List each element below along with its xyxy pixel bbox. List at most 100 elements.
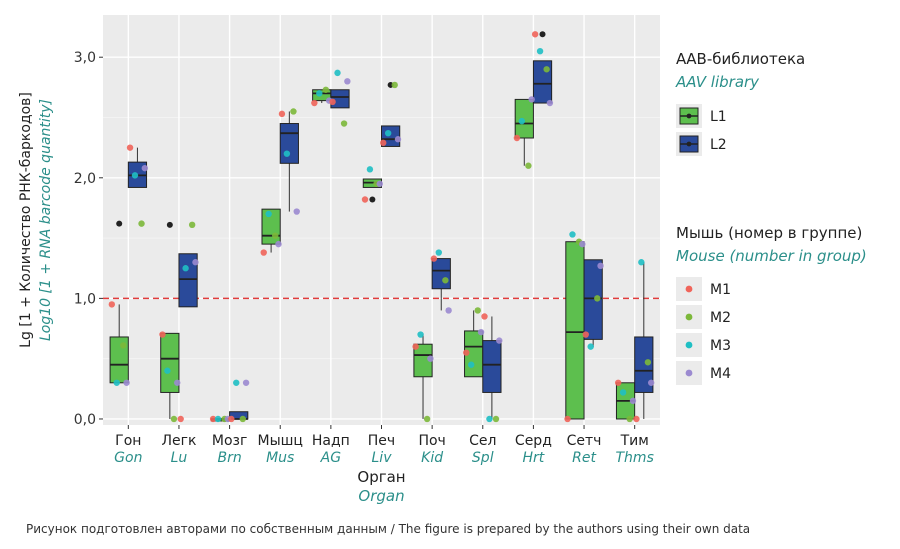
mouse-point-m4 xyxy=(242,379,250,386)
mouse-point-m4 xyxy=(427,355,434,362)
mouse-point-m3 xyxy=(366,166,374,173)
mouse-point-m1 xyxy=(361,196,369,203)
mouse-point-m2 xyxy=(492,415,500,423)
x-tick-label-en: Gon xyxy=(114,450,142,466)
mouse-point-m4 xyxy=(293,208,300,215)
mouse-point-m3 xyxy=(536,47,544,55)
mouse-point-m4 xyxy=(344,78,351,85)
mouse-point-m3 xyxy=(486,415,493,423)
mouse-point-m1 xyxy=(311,99,318,107)
legend-key-m2 xyxy=(685,313,693,321)
mouse-point-m3 xyxy=(384,129,392,137)
y-tick-label: 1,0 xyxy=(74,291,96,307)
mouse-point-m4 xyxy=(647,379,655,386)
legend-item-m4: M4 xyxy=(710,366,731,382)
y-tick-label: 0,0 xyxy=(74,412,96,428)
mouse-point-m4 xyxy=(597,262,604,270)
mouse-point-m3 xyxy=(131,172,139,179)
mouse-point-m1 xyxy=(177,415,184,423)
x-tick-label-ru: Сел xyxy=(469,433,496,449)
legend-key-dot xyxy=(686,113,692,119)
mouse-point-m1 xyxy=(513,134,521,142)
mouse-point-m3 xyxy=(587,343,594,350)
mouse-point-m2 xyxy=(322,86,330,93)
legend-key-m3 xyxy=(685,341,693,349)
mouse-point-m4 xyxy=(192,259,199,266)
box-outlier xyxy=(116,220,123,227)
mouse-point-m2 xyxy=(525,162,532,169)
mouse-point-m4 xyxy=(445,307,452,314)
mouse-point-m4 xyxy=(579,240,586,248)
box-l2 xyxy=(279,123,299,164)
x-tick-label-en: Ret xyxy=(572,450,596,466)
box-l1 xyxy=(565,241,585,420)
legend-item-m3: M3 xyxy=(710,338,731,354)
mouse-point-m3 xyxy=(214,415,222,423)
mouse-point-m4 xyxy=(546,99,554,107)
mouse-point-m1 xyxy=(564,415,571,423)
mouse-point-m3 xyxy=(316,90,323,97)
mouse-point-m2 xyxy=(474,307,481,314)
mouse-point-m1 xyxy=(412,343,419,350)
mouse-point-m4 xyxy=(528,96,535,103)
mouse-point-m3 xyxy=(182,265,189,272)
x-tick-label-ru: Мышц xyxy=(257,433,302,449)
legend-mouse-title-ru: Мышь (номер в группе) xyxy=(676,224,862,242)
mouse-point-m1 xyxy=(430,255,438,262)
x-tick-label-en: AG xyxy=(320,450,342,466)
x-tick-label-ru: Печ xyxy=(368,433,395,449)
mouse-point-m1 xyxy=(159,331,166,338)
mouse-point-m4 xyxy=(629,397,637,405)
mouse-point-m3 xyxy=(233,379,240,386)
mouse-point-m4 xyxy=(394,136,402,143)
legend-key-m4 xyxy=(685,369,693,377)
x-tick-label-ru: Легк xyxy=(161,433,196,449)
mouse-point-m3 xyxy=(283,150,291,157)
x-tick-label-ru: Сетч xyxy=(567,433,602,449)
mouse-point-m3 xyxy=(638,259,645,266)
mouse-point-m4 xyxy=(477,328,485,336)
mouse-point-m4 xyxy=(275,240,282,248)
mouse-point-m2 xyxy=(423,415,431,423)
box-l2 xyxy=(482,340,502,393)
mouse-point-m2 xyxy=(442,277,449,284)
x-tick-label-ru: Мозг xyxy=(212,433,247,449)
x-tick-label-en: Lu xyxy=(171,450,188,466)
y-axis-title-ru: Lg [1 + Количество РНК-баркодов] xyxy=(18,92,34,348)
mouse-point-m3 xyxy=(417,331,424,338)
mouse-point-m3 xyxy=(569,231,576,238)
x-tick-label-ru: Гон xyxy=(115,433,141,449)
legend-item-l2: L2 xyxy=(710,137,727,153)
mouse-point-m2 xyxy=(644,359,652,366)
box-outlier xyxy=(369,196,376,203)
mouse-point-m1 xyxy=(228,415,235,423)
box-l1 xyxy=(160,332,180,393)
mouse-point-m2 xyxy=(272,232,279,239)
y-axis-title-en: Log10 [1 + RNA barcode quantity] xyxy=(38,99,54,341)
x-tick-label-ru: Серд xyxy=(515,433,552,449)
legend-key-m1 xyxy=(685,285,693,293)
mouse-point-m2 xyxy=(543,66,550,73)
mouse-point-m4 xyxy=(141,164,149,172)
mouse-point-m3 xyxy=(518,117,526,125)
x-tick-label-en: Mus xyxy=(266,450,294,466)
mouse-point-m1 xyxy=(633,415,640,423)
mouse-point-m2 xyxy=(188,221,196,229)
legend-library-title-en: AAV library xyxy=(675,73,760,91)
legend-library-title-ru: ААВ-библиотека xyxy=(676,50,805,68)
x-tick-label-en: Liv xyxy=(372,450,393,466)
mouse-point-m3 xyxy=(265,210,272,218)
mouse-point-m4 xyxy=(123,379,130,386)
mouse-point-m4 xyxy=(496,337,503,344)
legend-item-m1: M1 xyxy=(710,282,731,298)
legend-key-dot xyxy=(686,141,692,147)
mouse-point-m2 xyxy=(626,415,633,423)
y-tick-label: 2,0 xyxy=(74,171,96,187)
mouse-point-m3 xyxy=(619,389,627,396)
mouse-point-m2 xyxy=(120,342,127,349)
x-tick-label-ru: Поч xyxy=(418,433,445,449)
mouse-point-m1 xyxy=(582,331,589,338)
mouse-point-m1 xyxy=(329,98,336,106)
box-outlier xyxy=(166,221,173,228)
mouse-point-m2 xyxy=(138,220,145,227)
